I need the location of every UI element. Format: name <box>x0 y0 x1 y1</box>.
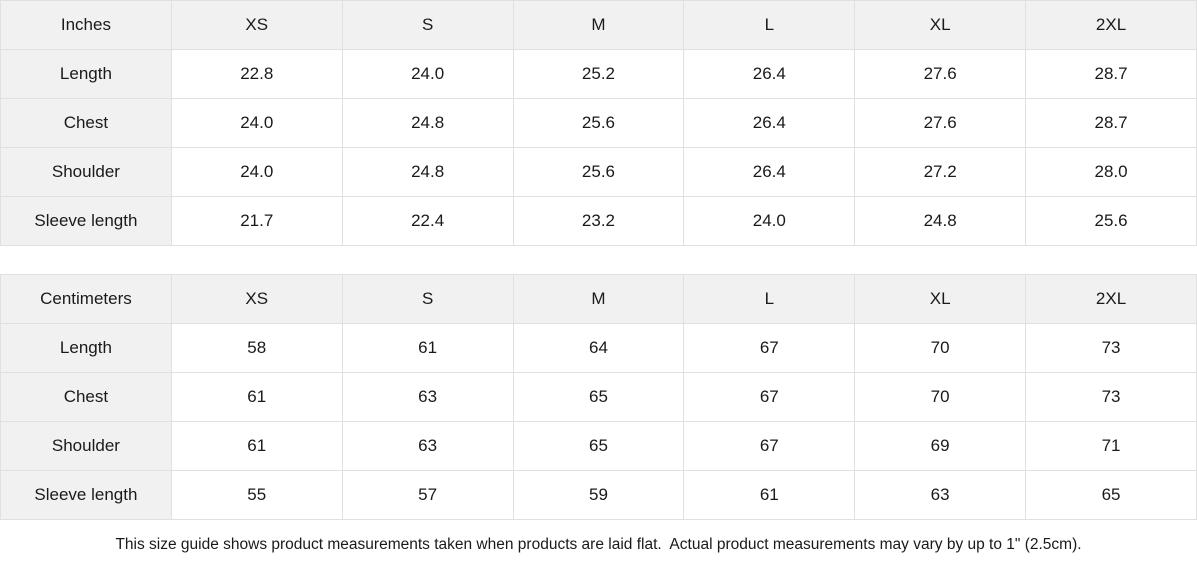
table-row: Shoulder 61 63 65 67 69 71 <box>0 421 1197 471</box>
measurement-value-cell: 26.4 <box>683 49 856 99</box>
size-column-header-xs: XS <box>170 0 343 50</box>
measurement-value-cell: 69 <box>854 421 1027 471</box>
inches-header-row: Inches XS S M L XL 2XL <box>0 0 1197 50</box>
size-column-header-xl: XL <box>854 0 1027 50</box>
measurement-value-cell: 70 <box>854 372 1027 422</box>
centimeters-header-row: Centimeters XS S M L XL 2XL <box>0 274 1197 324</box>
measurement-value-cell: 67 <box>683 372 856 422</box>
size-column-header-xs: XS <box>170 274 343 324</box>
table-row: Shoulder 24.0 24.8 25.6 26.4 27.2 28.0 <box>0 147 1197 197</box>
measurement-value-cell: 65 <box>512 372 685 422</box>
measurement-value-cell: 61 <box>170 372 343 422</box>
inches-size-table: Inches XS S M L XL 2XL Length 22.8 24.0 … <box>0 0 1197 246</box>
measurement-value-cell: 73 <box>1025 372 1197 422</box>
size-column-header-2xl: 2XL <box>1025 274 1197 324</box>
table-row: Length 22.8 24.0 25.2 26.4 27.6 28.7 <box>0 49 1197 99</box>
centimeters-size-table: Centimeters XS S M L XL 2XL Length 58 61… <box>0 274 1197 520</box>
table-row: Sleeve length 21.7 22.4 23.2 24.0 24.8 2… <box>0 196 1197 246</box>
measurement-value-cell: 28.7 <box>1025 49 1197 99</box>
measurement-value-cell: 57 <box>341 470 514 520</box>
measurement-value-cell: 24.8 <box>341 147 514 197</box>
measurement-value-cell: 25.6 <box>1025 196 1197 246</box>
measurement-value-cell: 65 <box>1025 470 1197 520</box>
measurement-value-cell: 24.0 <box>341 49 514 99</box>
measurement-value-cell: 58 <box>170 323 343 373</box>
measurement-value-cell: 65 <box>512 421 685 471</box>
measurement-value-cell: 26.4 <box>683 98 856 148</box>
measurement-value-cell: 25.2 <box>512 49 685 99</box>
measurement-value-cell: 23.2 <box>512 196 685 246</box>
measurement-value-cell: 70 <box>854 323 1027 373</box>
measurement-row-label: Sleeve length <box>0 470 172 520</box>
measurement-row-label: Chest <box>0 372 172 422</box>
measurement-value-cell: 63 <box>341 421 514 471</box>
measurement-value-cell: 73 <box>1025 323 1197 373</box>
measurement-value-cell: 24.8 <box>854 196 1027 246</box>
measurement-value-cell: 21.7 <box>170 196 343 246</box>
size-column-header-m: M <box>512 0 685 50</box>
measurement-row-label: Length <box>0 323 172 373</box>
measurement-value-cell: 24.0 <box>170 147 343 197</box>
measurement-value-cell: 26.4 <box>683 147 856 197</box>
size-column-header-2xl: 2XL <box>1025 0 1197 50</box>
measurement-row-label: Sleeve length <box>0 196 172 246</box>
measurement-value-cell: 28.0 <box>1025 147 1197 197</box>
table-row: Length 58 61 64 67 70 73 <box>0 323 1197 373</box>
measurement-value-cell: 22.4 <box>341 196 514 246</box>
size-column-header-l: L <box>683 0 856 50</box>
table-spacer <box>0 246 1197 274</box>
measurement-value-cell: 28.7 <box>1025 98 1197 148</box>
size-column-header-s: S <box>341 0 514 50</box>
measurement-value-cell: 61 <box>683 470 856 520</box>
measurement-row-label: Shoulder <box>0 421 172 471</box>
measurement-value-cell: 24.0 <box>170 98 343 148</box>
measurement-value-cell: 25.6 <box>512 98 685 148</box>
measurement-value-cell: 22.8 <box>170 49 343 99</box>
size-column-header-l: L <box>683 274 856 324</box>
size-guide-note: This size guide shows product measuremen… <box>0 520 1197 570</box>
measurement-value-cell: 24.0 <box>683 196 856 246</box>
measurement-row-label: Shoulder <box>0 147 172 197</box>
measurement-value-cell: 63 <box>341 372 514 422</box>
measurement-value-cell: 59 <box>512 470 685 520</box>
unit-header-inches: Inches <box>0 0 172 50</box>
size-column-header-m: M <box>512 274 685 324</box>
measurement-value-cell: 55 <box>170 470 343 520</box>
table-row: Sleeve length 55 57 59 61 63 65 <box>0 470 1197 520</box>
measurement-value-cell: 27.2 <box>854 147 1027 197</box>
measurement-value-cell: 61 <box>341 323 514 373</box>
size-column-header-xl: XL <box>854 274 1027 324</box>
measurement-row-label: Chest <box>0 98 172 148</box>
measurement-value-cell: 71 <box>1025 421 1197 471</box>
size-column-header-s: S <box>341 274 514 324</box>
table-row: Chest 61 63 65 67 70 73 <box>0 372 1197 422</box>
table-row: Chest 24.0 24.8 25.6 26.4 27.6 28.7 <box>0 98 1197 148</box>
measurement-value-cell: 67 <box>683 323 856 373</box>
measurement-value-cell: 64 <box>512 323 685 373</box>
unit-header-centimeters: Centimeters <box>0 274 172 324</box>
measurement-value-cell: 67 <box>683 421 856 471</box>
measurement-row-label: Length <box>0 49 172 99</box>
measurement-value-cell: 63 <box>854 470 1027 520</box>
measurement-value-cell: 27.6 <box>854 98 1027 148</box>
measurement-value-cell: 24.8 <box>341 98 514 148</box>
measurement-value-cell: 27.6 <box>854 49 1027 99</box>
measurement-value-cell: 61 <box>170 421 343 471</box>
measurement-value-cell: 25.6 <box>512 147 685 197</box>
